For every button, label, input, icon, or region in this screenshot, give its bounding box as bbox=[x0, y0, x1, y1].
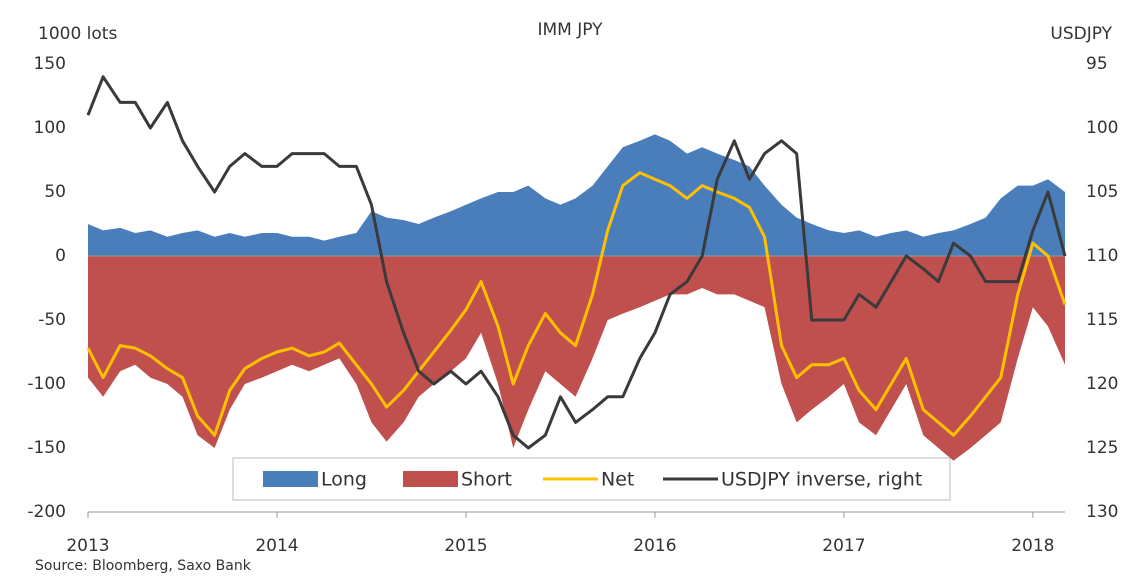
y2-tick-label: 115 bbox=[1086, 310, 1118, 330]
line bbox=[86, 171, 1067, 437]
x-tick-label: 2018 bbox=[1011, 536, 1054, 556]
area bbox=[88, 134, 1065, 256]
legend-swatch bbox=[403, 471, 458, 487]
y2-tick-label: 125 bbox=[1086, 438, 1118, 458]
y-tick-label: -100 bbox=[27, 374, 66, 394]
y-tick-label: -150 bbox=[27, 438, 66, 458]
x-tick-label: 2014 bbox=[255, 536, 298, 556]
y2-tick-label: 120 bbox=[1086, 374, 1118, 394]
y-tick-label: -200 bbox=[27, 502, 66, 522]
y-tick-label: 0 bbox=[55, 246, 66, 266]
y-axis-label: 1000 lots bbox=[38, 24, 117, 44]
area bbox=[88, 256, 1065, 461]
y-tick-label: 50 bbox=[44, 182, 66, 202]
x-tick-label: 2015 bbox=[444, 536, 487, 556]
legend-label: Short bbox=[461, 469, 512, 491]
chart-title: IMM JPY bbox=[537, 20, 603, 40]
y2-tick-label: 100 bbox=[1086, 118, 1118, 138]
y2-tick-label: 110 bbox=[1086, 246, 1118, 266]
y-tick-label: 100 bbox=[34, 118, 66, 138]
x-tick-label: 2017 bbox=[822, 536, 865, 556]
x-tick-label: 2016 bbox=[633, 536, 676, 556]
x-tick-label: 2013 bbox=[66, 536, 109, 556]
legend-label: Net bbox=[601, 469, 634, 491]
source-note: Source: Bloomberg, Saxo Bank bbox=[35, 558, 252, 574]
legend-swatch bbox=[263, 471, 318, 487]
legend-label: Long bbox=[321, 469, 367, 491]
y2-tick-label: 95 bbox=[1086, 54, 1108, 74]
y2-tick-label: 130 bbox=[1086, 502, 1118, 522]
y-tick-label: 150 bbox=[34, 54, 66, 74]
legend-label: USDJPY inverse, right bbox=[721, 469, 922, 491]
y2-tick-label: 105 bbox=[1086, 182, 1118, 202]
y2-axis-label: USDJPY bbox=[1050, 24, 1112, 44]
line bbox=[86, 75, 1067, 450]
y-tick-label: -50 bbox=[38, 310, 66, 330]
